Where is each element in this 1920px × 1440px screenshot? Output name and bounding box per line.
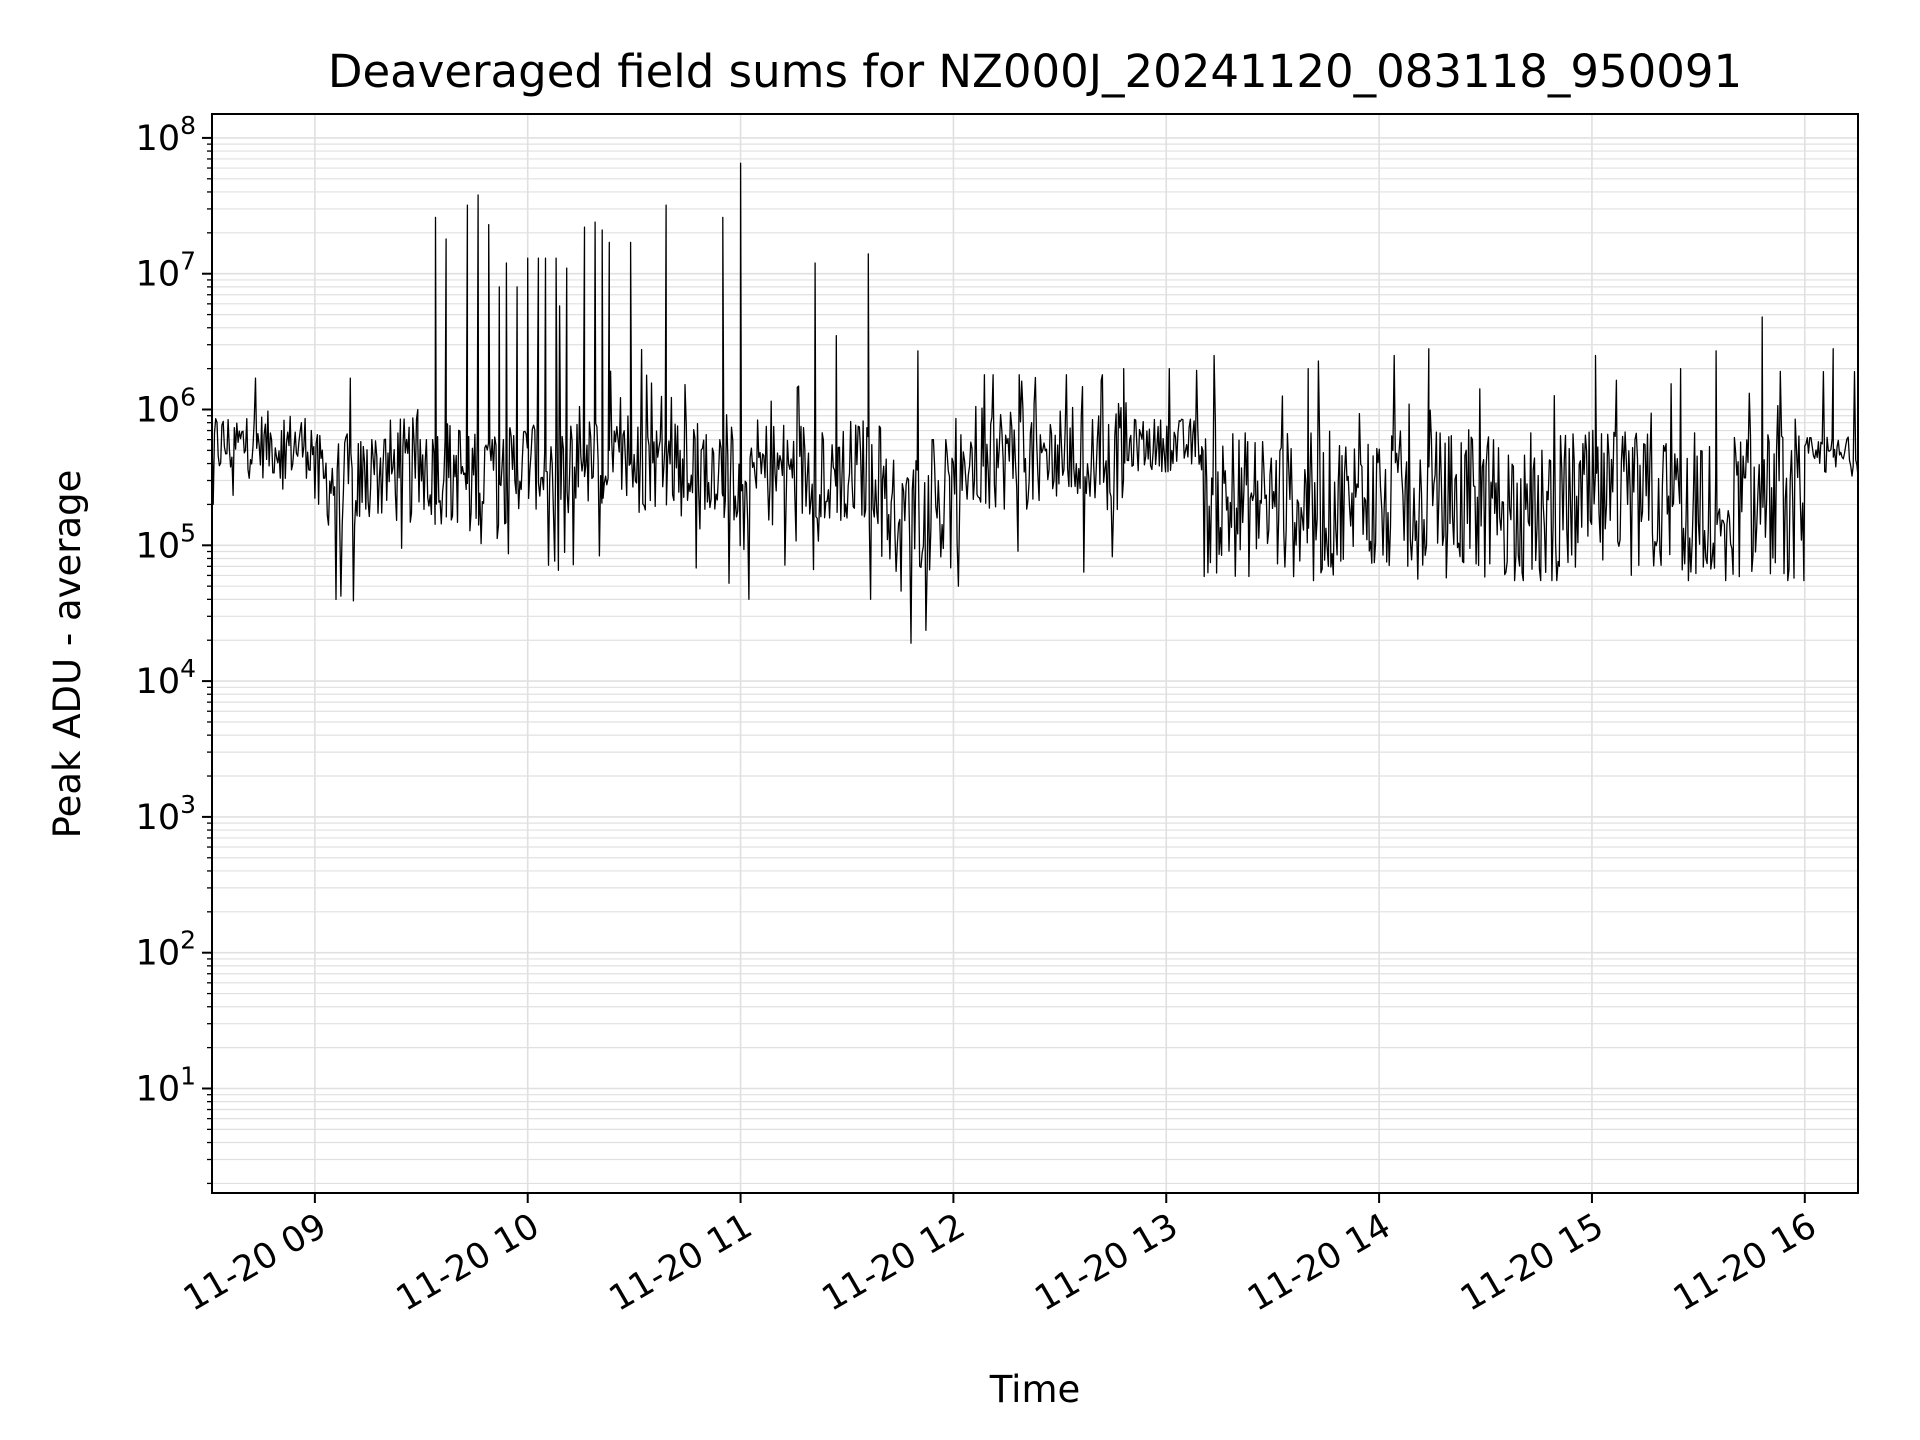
chart-title: Deaveraged field sums for NZ000J_2024112… [328, 45, 1742, 98]
y-tick-label: 101 [136, 1061, 196, 1109]
series-line-group [211, 162, 1859, 1146]
plot-frame [211, 113, 1859, 1194]
y-axis: 101 102 103 104 105 106 107 108 [136, 111, 212, 1185]
y-tick-label: 105 [136, 518, 196, 566]
y-tick-label: 108 [136, 111, 196, 159]
y-tick-label: 106 [136, 383, 196, 431]
x-axis-label: Time [989, 1368, 1081, 1411]
y-tick-label: 104 [136, 654, 196, 702]
y-tick-label: 107 [136, 247, 196, 295]
series-line [211, 162, 1859, 1146]
y-tick-label: 102 [136, 926, 196, 974]
grid [212, 114, 1858, 1193]
y-axis-label: Peak ADU - average [46, 470, 89, 839]
y-tick-label: 103 [136, 790, 196, 838]
